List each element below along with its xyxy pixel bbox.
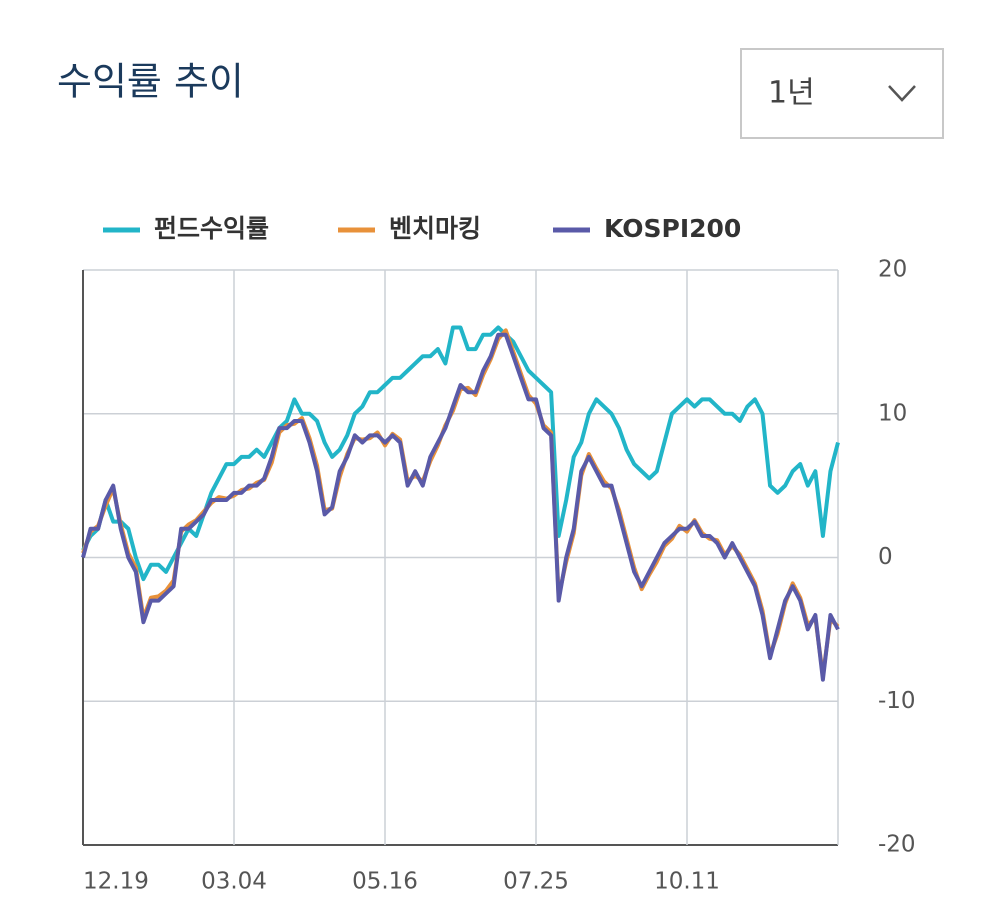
select-value[interactable]: 1년: [768, 76, 815, 111]
x-tick-label: 12.19: [83, 869, 149, 895]
x-tick-label: 10.11: [654, 869, 720, 895]
y-tick-label: -20: [878, 832, 916, 858]
y-tick-label: -10: [878, 688, 916, 714]
chevron[interactable]: [888, 85, 916, 102]
x-tick-label: 03.04: [201, 869, 267, 895]
y-tick-label: 20: [878, 257, 907, 283]
page-title: 수익률 추이: [57, 60, 244, 104]
series-line: [81, 325, 840, 582]
legend-label: 펀드수익률: [154, 214, 269, 243]
chart: 펀드수익률 벤치마킹 KOSPI200 -20 -10 0 10 20 12.19 03.04 05…: [81, 214, 916, 895]
y-tick-label: 10: [878, 400, 907, 426]
legend-label: KOSPI200: [604, 214, 741, 243]
period-select[interactable]: 1년: [740, 48, 944, 139]
series-line: [81, 332, 840, 682]
y-tick-label: 0: [878, 544, 893, 570]
legend-label: 벤치마킹: [389, 214, 481, 243]
x-tick-label: 05.16: [352, 869, 418, 895]
series-line: [81, 328, 840, 678]
x-tick-label: 07.25: [503, 869, 569, 895]
